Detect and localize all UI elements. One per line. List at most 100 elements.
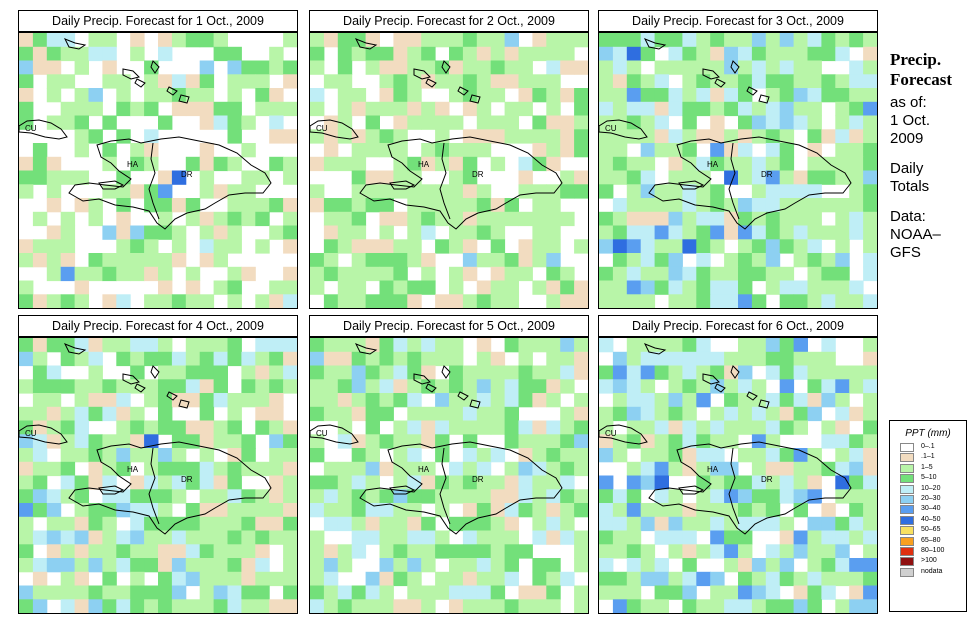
precip-cell [227, 60, 242, 75]
precip-cell [46, 420, 62, 435]
precip-cell [546, 379, 561, 394]
precip-cell [612, 101, 628, 117]
precip-cell [668, 338, 683, 353]
precip-cell [710, 461, 725, 477]
precip-cell [337, 338, 353, 353]
precip-cell [283, 365, 297, 380]
precip-cell [393, 239, 408, 254]
precip-cell [504, 253, 519, 268]
precip-cell [116, 294, 131, 308]
coastline [63, 343, 87, 355]
precip-cell [612, 365, 628, 380]
legend-label: 10–20 [921, 484, 941, 492]
precip-cell [640, 420, 656, 435]
precip-cell [144, 393, 159, 408]
precip-cell [518, 351, 533, 367]
precip-cell [449, 88, 464, 103]
precip-cell [88, 129, 103, 144]
precip-cell [365, 266, 380, 282]
precip-cell [310, 571, 325, 587]
precip-cell [668, 379, 683, 394]
legend-swatch [900, 546, 914, 556]
precip-cell [19, 74, 34, 89]
precip-cell [546, 516, 561, 532]
precip-cell [849, 60, 864, 75]
precip-cell [821, 516, 836, 532]
precip-map: CU HA DR [18, 32, 298, 309]
precip-cell [102, 448, 117, 463]
precip-cell [46, 253, 62, 268]
precip-cell [158, 530, 173, 545]
precip-cell [476, 379, 492, 394]
precip-cell [241, 393, 256, 408]
precip-cell [185, 475, 201, 490]
precip-cell [337, 74, 353, 89]
precip-cell [116, 489, 131, 504]
precip-cell [462, 74, 478, 89]
precip-cell [60, 46, 76, 62]
precip-cell [255, 379, 270, 394]
precip-cell [835, 461, 850, 477]
precip-cell [449, 225, 464, 240]
precip-cell [407, 101, 422, 117]
precip-cell [751, 115, 767, 130]
coastline [178, 399, 190, 409]
precip-cell [32, 475, 48, 490]
precip-cell [255, 351, 270, 367]
precip-cell [793, 393, 808, 408]
precip-cell [130, 585, 145, 600]
precip-cell [518, 239, 533, 254]
precip-cell [74, 338, 89, 353]
precip-cell [682, 60, 697, 75]
precip-cell [199, 475, 215, 490]
precip-cell [863, 503, 877, 518]
precip-cell [640, 516, 656, 532]
precip-cell [171, 253, 187, 268]
precip-cell [60, 461, 76, 477]
legend-label: 1–5 [921, 463, 933, 471]
precip-cell [574, 461, 588, 477]
legend-item: nodata [890, 567, 966, 577]
precip-cell [560, 379, 575, 394]
precip-cell [158, 406, 173, 422]
precip-cell [751, 60, 767, 75]
precip-cell [504, 46, 519, 62]
precip-cell [88, 475, 103, 490]
coastline [359, 136, 563, 230]
precip-cell [835, 266, 850, 282]
precip-cell [46, 585, 62, 600]
precip-cell [435, 393, 450, 408]
precip-cell [807, 351, 822, 367]
precip-cell [682, 211, 697, 227]
precip-cell [696, 503, 711, 518]
precip-cell [751, 225, 767, 240]
precip-cell [213, 338, 228, 353]
precip-cell [654, 129, 669, 144]
precip-cell [532, 530, 547, 545]
precip-cell [626, 88, 642, 103]
precip-cell [255, 406, 270, 422]
precip-cell [116, 393, 131, 408]
legend-item: 5–10 [890, 473, 966, 484]
precip-cell [130, 503, 145, 518]
precip-cell [779, 571, 795, 587]
precip-cell [710, 60, 725, 75]
precip-cell [546, 351, 561, 367]
precip-cell [255, 544, 270, 559]
precip-cell [283, 434, 297, 449]
precip-cell [490, 475, 506, 490]
precip-cell [779, 338, 795, 353]
precip-cell [323, 475, 339, 490]
precip-cell [19, 184, 34, 199]
precip-cell [821, 365, 836, 380]
precip-cell [351, 280, 367, 295]
precip-cell [807, 74, 822, 89]
precip-cell [518, 475, 533, 490]
precip-cell [640, 379, 656, 394]
precip-cell [283, 266, 297, 282]
precip-cell [130, 338, 145, 353]
precip-cell [462, 60, 478, 75]
precip-cell [504, 129, 519, 144]
precip-cell [612, 585, 628, 600]
precip-cell [626, 420, 642, 435]
